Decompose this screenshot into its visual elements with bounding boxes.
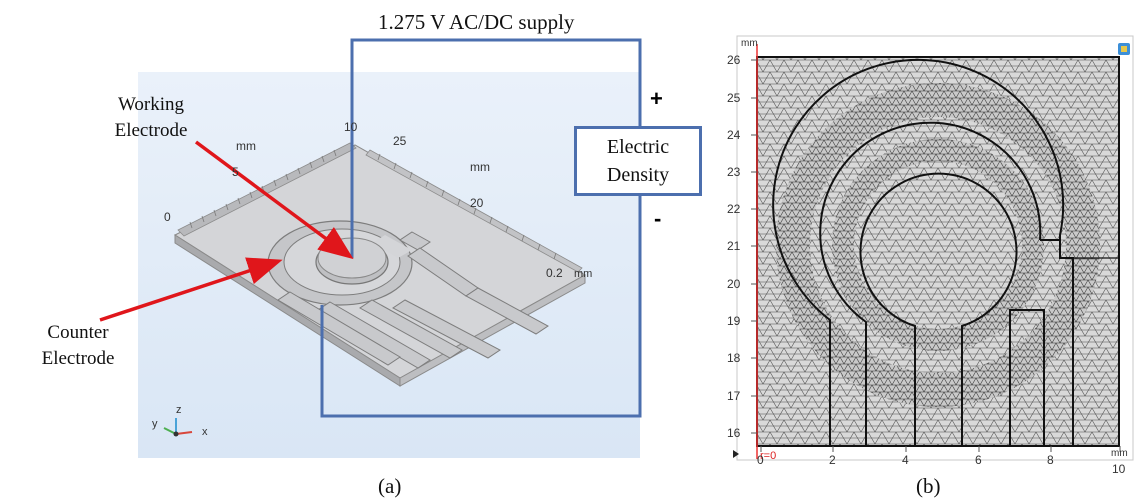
counter-line-1: Counter xyxy=(47,322,109,343)
working-electrode-label: Working Electrode xyxy=(96,92,206,144)
y-tick-label: 26 xyxy=(727,53,741,67)
tick-20: 20 xyxy=(470,196,484,210)
y-tick-label: 16 xyxy=(727,426,741,440)
finger-electrodes xyxy=(277,231,549,369)
y-tick-label: 21 xyxy=(727,239,741,253)
r-zero-label: r=0 xyxy=(760,450,777,462)
tick-0: 0 xyxy=(164,210,171,224)
axis-triad-icon xyxy=(163,418,193,437)
working-line-2: Electrode xyxy=(114,120,188,141)
plus-sign: + xyxy=(650,86,663,111)
working-electrode-arrow xyxy=(194,140,354,260)
working-line-1: Working xyxy=(117,94,185,115)
y-tick-label: 23 xyxy=(727,165,741,179)
x-tick-label: 8 xyxy=(1047,453,1054,467)
thickness-label: 0.2 xyxy=(546,266,563,280)
axis-unit-left: mm xyxy=(236,139,256,153)
x-tick-label: 4 xyxy=(902,453,909,467)
y-tick-label: 18 xyxy=(727,351,741,365)
counter-line-2: Electrode xyxy=(41,348,115,369)
electric-density-box: Electric Density xyxy=(574,126,702,196)
triad-x-label: x xyxy=(202,426,208,438)
ruler-ticks-right xyxy=(377,153,557,260)
tick-5: 5 xyxy=(232,165,239,179)
box-line-2: Density xyxy=(606,164,670,186)
counter-electrode-arrow xyxy=(99,257,283,322)
axis-unit-right: mm xyxy=(470,160,490,174)
tick-25: 25 xyxy=(393,134,407,148)
origin-marker-icon xyxy=(733,450,739,458)
tick-10: 10 xyxy=(344,120,358,134)
y-tick-label: 19 xyxy=(727,314,741,328)
x-tick-label: 6 xyxy=(975,453,982,467)
y-tick-marks xyxy=(751,59,757,434)
electrode-outlines xyxy=(756,56,1120,447)
minus-sign: - xyxy=(654,206,662,231)
thickness-unit: mm xyxy=(574,268,593,280)
y-tick-label: 22 xyxy=(727,202,741,216)
unit-bottom-label: mm xyxy=(1111,448,1128,459)
x-tick-label: 10 xyxy=(1112,462,1126,476)
supply-circuit-wire xyxy=(320,38,642,418)
unit-top-label: mm xyxy=(741,38,758,49)
x-tick-marks xyxy=(760,446,1121,452)
mesh-domain xyxy=(757,57,1119,446)
x-tick-label: 2 xyxy=(829,453,836,467)
y-tick-label: 17 xyxy=(727,389,741,403)
box-line-1: Electric xyxy=(606,136,670,158)
y-tick-label: 20 xyxy=(727,277,741,291)
x-tick-label: 0 xyxy=(757,453,764,467)
caption-b: (b) xyxy=(916,474,941,498)
view-corner-icon[interactable] xyxy=(1118,43,1130,55)
triad-y-label: y xyxy=(152,418,158,430)
y-tick-label: 25 xyxy=(727,91,741,105)
ruler-ticks-left xyxy=(189,149,337,229)
counter-electrode-label: Counter Electrode xyxy=(28,320,128,372)
caption-a: (a) xyxy=(378,474,402,498)
triad-z-label: z xyxy=(176,404,182,416)
y-tick-label: 24 xyxy=(727,128,741,142)
supply-label: 1.275 V AC/DC supply xyxy=(378,10,575,34)
